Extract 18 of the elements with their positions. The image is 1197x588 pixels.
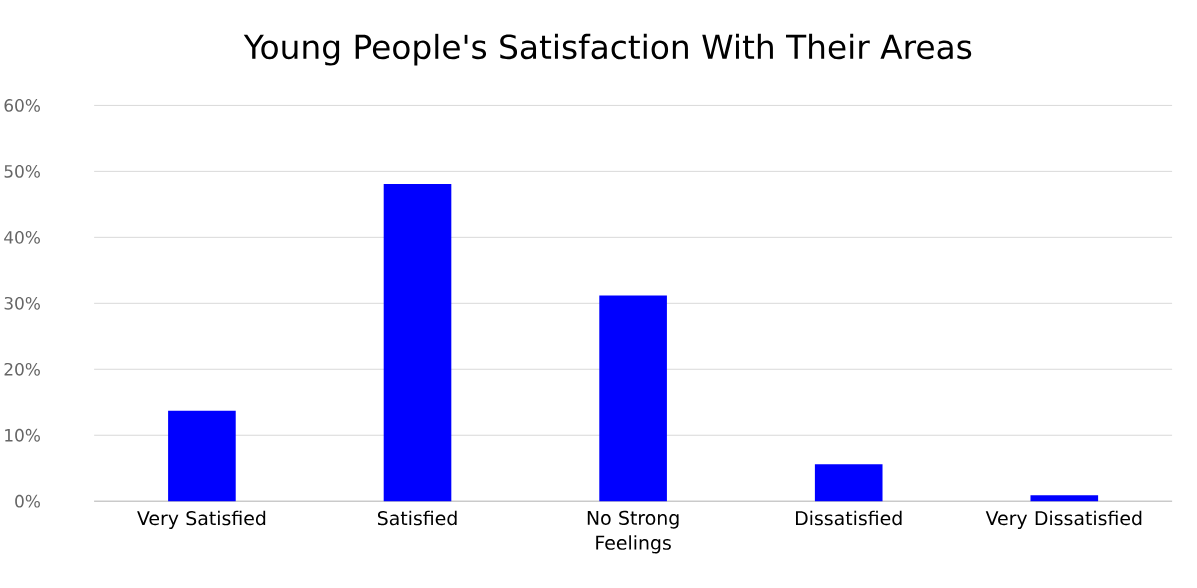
bar [168, 410, 236, 502]
chart-title: Young People's Satisfaction With Their Areas [243, 33, 972, 66]
x-tick-label: Dissatisfied [796, 510, 902, 526]
bar [599, 295, 667, 502]
x-tick-label: Satisfied [377, 510, 457, 526]
y-tick-label: 60% [4, 99, 40, 112]
y-tick-label: 20% [4, 363, 40, 376]
bar [1030, 495, 1099, 502]
x-tick-label: No Strong Feelings [587, 510, 679, 554]
x-tick-label: Very Satisfied [137, 510, 266, 530]
y-tick-label: 10% [5, 428, 40, 442]
y-tick-label: 0% [15, 494, 40, 508]
y-tick-label: 40% [4, 231, 40, 244]
bar [383, 184, 452, 502]
y-tick-label: 30% [4, 297, 40, 310]
x-tick-label: Very Dissatisfied [985, 510, 1142, 530]
bar [814, 464, 883, 502]
y-tick-label: 50% [4, 165, 40, 178]
